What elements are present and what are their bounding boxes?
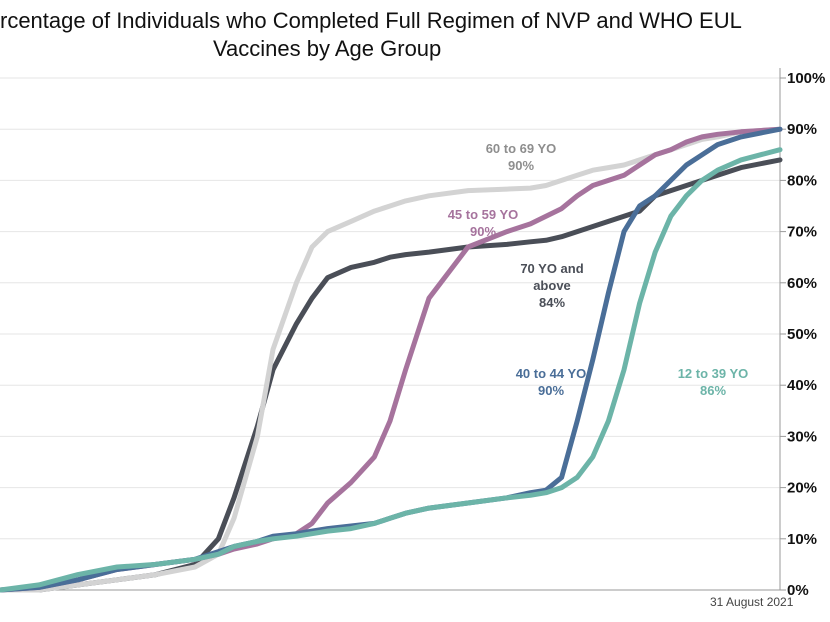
series-label-line: 84%	[539, 295, 565, 310]
series-label-line: 70 YO and	[520, 261, 583, 276]
y-tick-label: 50%	[787, 326, 817, 343]
y-tick-label: 10%	[787, 531, 817, 548]
y-tick-labels: 0% 10% 20% 30% 40% 50% 60% 70% 80% 90% 100%	[780, 70, 825, 599]
series-label-line: 90%	[508, 158, 534, 173]
gridlines	[0, 77, 780, 540]
y-tick-label: 20%	[787, 480, 817, 497]
series-label-40-to-44-yo: 40 to 44 YO 90%	[516, 366, 587, 398]
series-label-70-yo-and-above: 70 YO and above 84%	[520, 261, 583, 310]
series-line-70-yo-and-above	[0, 157, 783, 593]
series-label-line: 40 to 44 YO	[516, 366, 587, 381]
y-tick-label: 90%	[787, 121, 817, 138]
y-tick-label: 40%	[787, 377, 817, 394]
series-label-45-to-59-yo: 45 to 59 YO 90%	[448, 207, 519, 239]
series-line-12-to-39-yo	[0, 147, 783, 593]
y-tick-label: 80%	[787, 172, 817, 189]
y-tick-label: 100%	[787, 70, 825, 87]
series-label-line: 90%	[538, 383, 564, 398]
series-label-60-to-69-yo: 60 to 69 YO 90%	[486, 141, 557, 173]
y-tick-label: 60%	[787, 275, 817, 292]
y-tick-label: 0%	[787, 582, 809, 599]
series-label-line: 12 to 39 YO	[678, 366, 749, 381]
series-label-12-to-39-yo: 12 to 39 YO 86%	[678, 366, 749, 398]
series-label-line: 60 to 69 YO	[486, 141, 557, 156]
series-label-line: above	[533, 278, 571, 293]
series-label-line: 90%	[470, 224, 496, 239]
y-tick-label: 30%	[787, 428, 817, 445]
chart-title-line-2: Vaccines by Age Group	[213, 36, 441, 61]
series-lines	[0, 126, 783, 593]
y-tick-label: 70%	[787, 224, 817, 241]
series-label-line: 86%	[700, 383, 726, 398]
chart-title-line-1: rcentage of Individuals who Completed Fu…	[0, 8, 742, 33]
series-label-line: 45 to 59 YO	[448, 207, 519, 222]
date-label: 31 August 2021	[710, 595, 794, 609]
series-annotations: 70 YO and above 84%60 to 69 YO 90%45 to 59 …	[448, 141, 749, 398]
